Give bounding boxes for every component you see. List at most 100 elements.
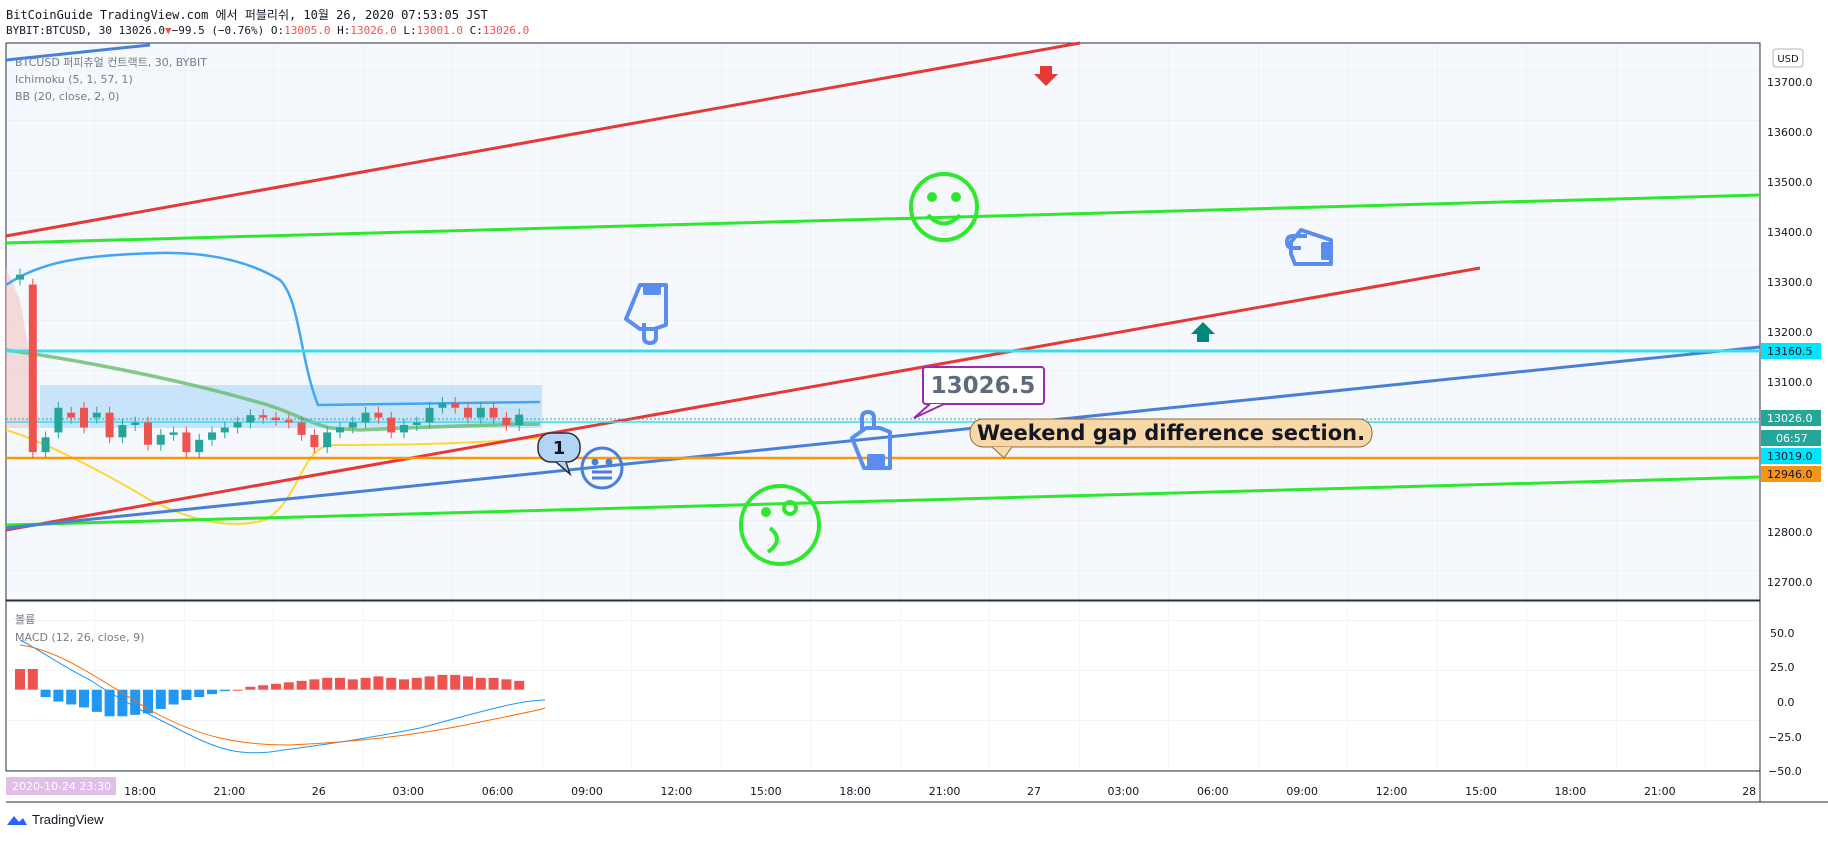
red-upper-trendline[interactable]	[5, 41, 1081, 238]
svg-text:−25.0: −25.0	[1768, 731, 1802, 744]
countdown-badge: 06:57	[1761, 430, 1821, 446]
svg-text:06:57: 06:57	[1776, 432, 1808, 445]
macd-bar	[399, 679, 409, 690]
open-value: 13005.0	[284, 24, 331, 37]
currency-label: USD	[1777, 54, 1799, 65]
time-tick: 18:00	[839, 785, 871, 798]
macd-bar	[27, 669, 38, 690]
svg-text:13600.0: 13600.0	[1767, 126, 1813, 139]
macd-bar	[168, 689, 179, 705]
time-tick: 15:00	[1465, 785, 1497, 798]
macd-bar	[488, 677, 499, 690]
time-tick: 03:00	[1108, 785, 1140, 798]
time-badge: 2020-10-24 23:30	[6, 777, 116, 795]
macd-axis[interactable]: 50.0 25.0 0.0 −25.0 −50.0	[1768, 627, 1802, 778]
footer[interactable]: TradingView	[6, 812, 104, 827]
red-lower-trendline[interactable]	[5, 266, 1481, 532]
sad-face-icon	[739, 484, 821, 566]
down-arrow-icon: ▼	[164, 24, 172, 37]
macd-bar	[347, 679, 358, 690]
time-tick: 26	[312, 785, 326, 798]
macd-bar	[271, 683, 281, 690]
green-lower-line[interactable]	[5, 475, 1761, 527]
red-down-arrow-icon	[1034, 66, 1058, 86]
time-tick: 03:00	[392, 785, 424, 798]
ohlc-line: BYBIT:BTCUSD, 30 13026.0▼−99.5 (−0.76%) …	[6, 24, 530, 37]
macd-bar	[309, 679, 320, 690]
candle-body	[348, 422, 357, 428]
chart-header: BitCoinGuide TradingView.com 에서 퍼블리쉬, 10…	[6, 7, 529, 39]
signal-line	[19, 644, 546, 746]
happy-face-icon	[909, 172, 979, 242]
macd-bar	[53, 689, 64, 702]
price-badge-cyan-top: 13160.5	[1761, 343, 1821, 359]
svg-text:13026.0: 13026.0	[1767, 412, 1813, 425]
macd-bar	[322, 677, 333, 690]
gap-note-callout[interactable]: Weekend gap difference section.	[969, 418, 1373, 459]
macd-line	[19, 639, 546, 754]
price-axis[interactable]: 13700.0 13600.0 13500.0 13400.0 13300.0 …	[1767, 76, 1813, 589]
publish-line: BitCoinGuide TradingView.com 에서 퍼블리쉬, 10…	[6, 8, 488, 22]
price-badge-last: 13026.0	[1761, 410, 1821, 426]
candle-body	[156, 434, 165, 445]
macd-bar	[117, 689, 128, 717]
green-upper-line[interactable]	[5, 193, 1761, 245]
legend-volume: 볼륨	[15, 613, 35, 626]
svg-text:12800.0: 12800.0	[1767, 526, 1813, 539]
candle-body	[259, 415, 268, 418]
time-tick: 21:00	[929, 785, 961, 798]
teal-up-arrow-icon	[1191, 322, 1215, 342]
blue-trendline[interactable]	[5, 345, 1761, 530]
svg-text:2020-10-24 23:30: 2020-10-24 23:30	[12, 780, 111, 793]
macd-bar	[194, 689, 205, 698]
candle-body	[387, 417, 396, 433]
macd-bar	[514, 680, 525, 690]
candle-body	[323, 432, 332, 448]
candle-body	[476, 407, 485, 418]
svg-text:12700.0: 12700.0	[1767, 576, 1813, 589]
svg-text:12946.0: 12946.0	[1767, 468, 1813, 481]
svg-text:−50.0: −50.0	[1768, 765, 1802, 778]
bb-lower-line	[5, 429, 541, 525]
price-badge-orange: 12946.0	[1761, 466, 1821, 482]
time-tick: 21:00	[214, 785, 246, 798]
candle-body	[412, 422, 421, 426]
candle-body	[195, 439, 204, 453]
macd-bar	[66, 689, 77, 705]
macd-bar	[207, 689, 217, 695]
low-value: 13001.0	[416, 24, 463, 37]
price-callout[interactable]: 13026.5	[913, 366, 1045, 419]
symbol: BYBIT:BTCUSD, 30	[6, 24, 112, 37]
currency-button[interactable]	[1772, 48, 1804, 68]
time-tick: 28	[1742, 785, 1756, 798]
svg-text:13400.0: 13400.0	[1767, 226, 1813, 239]
macd-bar	[219, 689, 230, 692]
candle-body	[67, 412, 76, 418]
hand-pointing-down-icon	[624, 283, 668, 345]
time-tick: 09:00	[1286, 785, 1318, 798]
time-tick: 18:00	[124, 785, 156, 798]
counter-badge[interactable]: 1	[537, 432, 581, 477]
macd-bar	[463, 676, 473, 690]
candle-body	[208, 432, 216, 440]
candle-body	[489, 407, 498, 418]
macd-bar	[360, 677, 371, 690]
svg-text:13200.0: 13200.0	[1767, 326, 1813, 339]
macd-bar	[411, 677, 422, 690]
svg-text:13019.0: 13019.0	[1767, 450, 1813, 463]
macd-bar	[283, 682, 294, 690]
candle-body	[438, 402, 447, 408]
candle-body	[144, 422, 152, 445]
change: −99.5 (−0.76%)	[171, 24, 265, 37]
time-axis[interactable]: 18:00 21:00 26 03:00 06:00 09:00 12:00 15:00 18:…	[124, 785, 1756, 798]
svg-text:13160.5: 13160.5	[1767, 345, 1813, 358]
candle-body	[131, 422, 140, 426]
candle-body	[272, 417, 280, 421]
macd-bar	[258, 685, 269, 690]
tradingview-logo-icon	[7, 815, 27, 825]
macd-bar	[104, 689, 115, 717]
svg-text:25.0: 25.0	[1770, 661, 1795, 674]
macd-bar	[181, 689, 192, 701]
price-badge-cyan-bottom: 13019.0	[1761, 448, 1821, 464]
